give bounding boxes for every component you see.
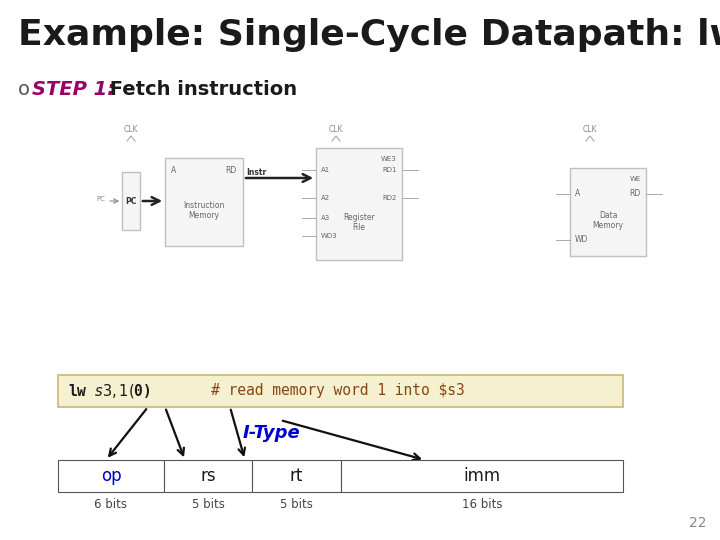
Text: WD: WD [575, 235, 588, 245]
Text: rt: rt [289, 467, 303, 485]
Bar [252, 460, 341, 492]
Text: RD2: RD2 [382, 195, 397, 201]
Text: WE3: WE3 [382, 156, 397, 162]
Text: PC: PC [125, 197, 137, 206]
Text: 5 bits: 5 bits [280, 498, 312, 511]
Text: # read memory word 1 into $s3: # read memory word 1 into $s3 [211, 383, 464, 399]
Text: o: o [18, 80, 30, 99]
Text: 22: 22 [688, 516, 706, 530]
Text: Example: Single-Cycle Datapath: lw fetch: Example: Single-Cycle Datapath: lw fetch [18, 18, 720, 52]
Bar [122, 172, 140, 230]
Text: A: A [171, 166, 176, 175]
Text: CLK: CLK [329, 125, 343, 134]
Text: Memory: Memory [593, 221, 624, 231]
Text: 6 bits: 6 bits [94, 498, 127, 511]
Text: 5 bits: 5 bits [192, 498, 225, 511]
Text: File: File [353, 224, 366, 233]
Text: Register: Register [343, 213, 375, 222]
Text: Memory: Memory [189, 212, 220, 220]
Text: imm: imm [463, 467, 500, 485]
Text: CLK: CLK [124, 125, 138, 134]
Text: lw $s3, 1($0): lw $s3, 1($0) [68, 382, 171, 400]
Bar [316, 148, 402, 260]
Bar [341, 460, 623, 492]
Text: 16 bits: 16 bits [462, 498, 502, 511]
Text: A3: A3 [321, 215, 330, 221]
Text: Instruction: Instruction [184, 201, 225, 211]
Text: A: A [575, 190, 580, 199]
Text: RD: RD [226, 166, 237, 175]
Text: rs: rs [200, 467, 216, 485]
Text: op: op [101, 467, 121, 485]
Text: Fetch instruction: Fetch instruction [103, 80, 297, 99]
Text: Data: Data [599, 212, 617, 220]
Bar [165, 158, 243, 246]
Bar [58, 375, 623, 407]
Text: STEP 1:: STEP 1: [32, 80, 115, 99]
Bar [164, 460, 252, 492]
Text: A1: A1 [321, 167, 330, 173]
Text: PC: PC [96, 196, 105, 202]
Bar [58, 460, 164, 492]
Text: WD3: WD3 [321, 233, 338, 239]
Text: WE: WE [630, 176, 641, 182]
Text: CLK: CLK [582, 125, 598, 134]
Text: RD1: RD1 [382, 167, 397, 173]
Text: RD: RD [630, 190, 641, 199]
Text: A2: A2 [321, 195, 330, 201]
Bar [570, 168, 646, 256]
Text: Instr: Instr [246, 168, 266, 177]
Text: I-Type: I-Type [243, 424, 301, 442]
